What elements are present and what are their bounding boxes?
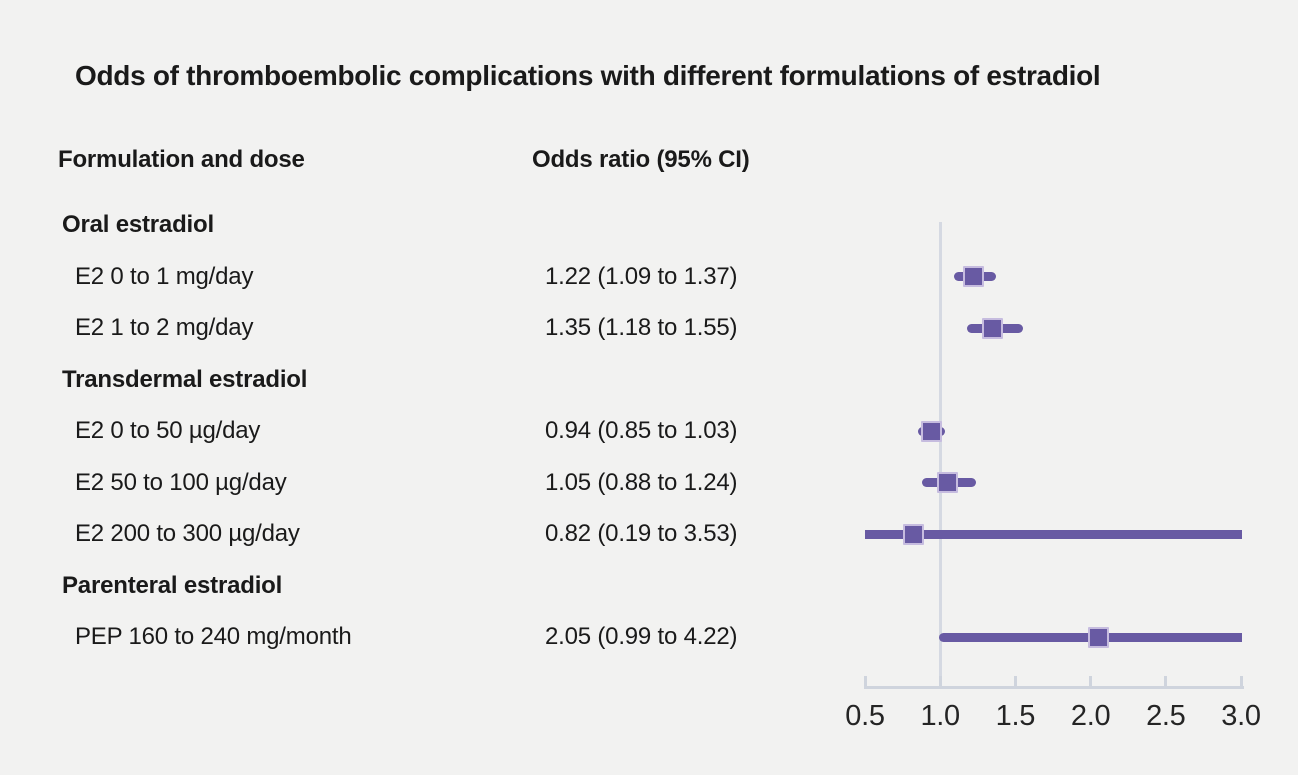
row-label: E2 1 to 2 mg/day [75,314,254,341]
row-odds-ratio: 0.82 (0.19 to 3.53) [545,520,738,547]
x-axis-tick-label: 2.5 [1146,700,1186,732]
ci-line [938,632,1242,642]
row-label: E2 50 to 100 µg/day [75,469,287,496]
ci-line [967,323,1023,333]
reference-line [938,222,942,689]
x-axis-tick [1089,676,1093,686]
estimate-marker [902,523,924,545]
row-odds-ratio: 1.22 (1.09 to 1.37) [545,263,738,290]
estimate-marker [982,317,1004,339]
ci-line [865,529,1242,539]
ci-line [917,426,945,436]
x-axis-tick [1239,676,1243,686]
estimate-marker [1087,626,1109,648]
estimate-marker [937,472,959,494]
column-header-odds-ratio: Odds ratio (95% CI) [532,146,750,173]
group-label: Transdermal estradiol [62,366,308,393]
x-axis-tick [1164,676,1168,686]
column-header-formulation: Formulation and dose [58,146,305,173]
x-axis-tick-label: 3.0 [1221,700,1261,732]
estimate-marker [962,266,984,288]
row-odds-ratio: 2.05 (0.99 to 4.22) [545,623,738,650]
chart-title: Odds of thromboembolic complications wit… [75,60,1101,91]
group-label: Parenteral estradiol [62,572,283,599]
x-axis-tick-label: 2.0 [1070,700,1111,732]
x-axis-tick-label: 0.5 [845,700,885,732]
x-axis-tick [863,676,867,686]
x-axis-tick [938,676,942,686]
x-axis-line [863,686,1244,689]
estimate-marker [920,420,942,442]
row-odds-ratio: 0.94 (0.85 to 1.03) [545,417,738,444]
group-label: Oral estradiol [62,211,214,238]
ci-line [922,478,977,488]
row-odds-ratio: 1.35 (1.18 to 1.55) [545,314,738,341]
row-label: PEP 160 to 240 mg/month [75,623,352,650]
x-axis-tick-label: 1.5 [995,700,1036,732]
ci-line [953,272,996,282]
row-odds-ratio: 1.05 (0.88 to 1.24) [545,469,738,496]
row-label: E2 200 to 300 µg/day [75,520,300,547]
row-label: E2 0 to 1 mg/day [75,263,254,290]
x-axis-tick-label: 1.0 [920,700,960,732]
row-label: E2 0 to 50 µg/day [75,417,261,444]
x-axis-tick [1013,676,1017,686]
